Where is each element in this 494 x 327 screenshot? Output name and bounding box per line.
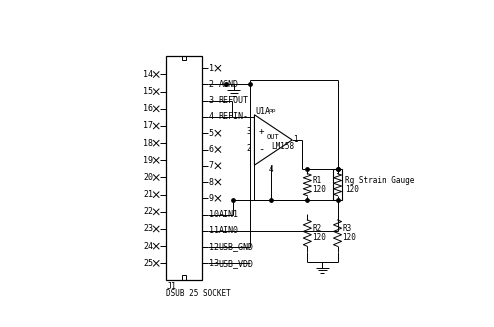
Text: 120: 120 [342, 233, 357, 242]
Text: U1A: U1A [256, 107, 271, 116]
Point [333, 198, 341, 203]
Text: 18: 18 [143, 139, 153, 148]
Point [222, 82, 230, 87]
Text: 13: 13 [208, 259, 219, 268]
Bar [182, 56, 186, 60]
Text: 23: 23 [143, 225, 153, 233]
Text: 20: 20 [143, 173, 153, 182]
Text: 17: 17 [143, 122, 153, 130]
Text: 1: 1 [293, 135, 298, 145]
Text: 16: 16 [143, 104, 153, 113]
Text: 5: 5 [208, 129, 213, 138]
Text: 14: 14 [143, 70, 153, 79]
Text: 22: 22 [143, 207, 153, 216]
Text: 3: 3 [208, 96, 213, 105]
Text: 9: 9 [208, 194, 213, 203]
Text: 4: 4 [208, 112, 213, 121]
Text: 120: 120 [312, 185, 326, 194]
Text: R3: R3 [342, 224, 352, 233]
Point [333, 166, 341, 172]
Text: 8: 8 [208, 178, 213, 186]
Text: AIN1: AIN1 [219, 210, 239, 219]
Text: 24: 24 [143, 242, 153, 251]
Text: 19: 19 [143, 156, 153, 165]
Text: AGND: AGND [219, 80, 239, 89]
Text: -: - [258, 144, 264, 154]
Point [333, 166, 341, 172]
Text: 6: 6 [208, 145, 213, 154]
Point [267, 198, 275, 203]
Text: 7: 7 [208, 161, 213, 170]
Text: 21: 21 [143, 190, 153, 199]
Text: USB_VDD: USB_VDD [219, 259, 254, 268]
Text: REFIN-: REFIN- [219, 112, 248, 121]
Text: R1: R1 [312, 176, 322, 185]
Text: 120: 120 [312, 233, 326, 242]
Point [303, 166, 311, 172]
Text: 11: 11 [208, 226, 219, 235]
Text: 25: 25 [143, 259, 153, 268]
Text: 1: 1 [208, 64, 213, 73]
Text: AIN0: AIN0 [219, 226, 239, 235]
Text: J1: J1 [166, 282, 176, 291]
Point [303, 198, 311, 203]
Text: R2: R2 [312, 224, 322, 233]
Text: OUT: OUT [267, 134, 280, 140]
Text: 10: 10 [208, 210, 219, 219]
Text: DSUB 25 SOCKET: DSUB 25 SOCKET [166, 288, 231, 298]
Point [246, 82, 254, 87]
Point [229, 198, 237, 203]
Text: op: op [269, 108, 277, 113]
Bar [166, 56, 202, 280]
Text: REFOUT: REFOUT [219, 96, 248, 105]
Text: +: + [258, 127, 264, 136]
Bar [182, 275, 186, 280]
Text: 4: 4 [268, 165, 273, 174]
Text: LM158: LM158 [271, 142, 294, 151]
Bar [333, 169, 342, 200]
Text: 2: 2 [247, 144, 251, 153]
Text: 120: 120 [345, 185, 359, 194]
Text: 12: 12 [208, 243, 219, 251]
Text: 2: 2 [208, 80, 213, 89]
Text: USB_GND: USB_GND [219, 243, 254, 251]
Text: 15: 15 [143, 87, 153, 96]
Text: Rg Strain Gauge: Rg Strain Gauge [345, 176, 414, 185]
Text: 3: 3 [247, 127, 251, 136]
